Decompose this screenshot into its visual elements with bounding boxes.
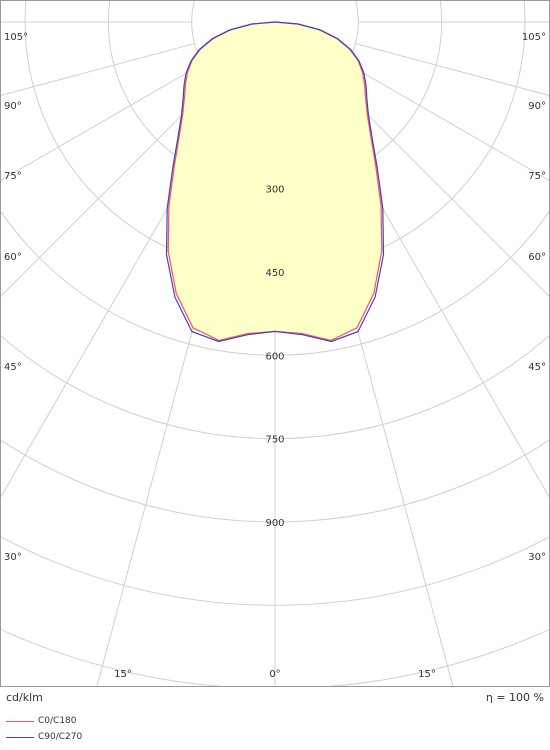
angle-label-left-30: 30° xyxy=(4,552,22,563)
grid-ray-75 xyxy=(355,43,550,97)
intensity-fill xyxy=(168,22,382,341)
angle-label-bottom-left-15: 15° xyxy=(114,669,132,680)
angle-label-right-60: 60° xyxy=(528,252,546,263)
angle-label-right-105: 105° xyxy=(522,32,546,43)
radial-tick-450: 450 xyxy=(265,268,284,279)
legend-swatch-c0 xyxy=(6,720,34,722)
angle-label-right-45: 45° xyxy=(528,362,546,373)
grid-ray--45 xyxy=(0,80,217,298)
legend-item-c0: C0/C180 xyxy=(6,716,77,726)
radial-tick-750: 750 xyxy=(265,435,284,446)
legend-label-c90: C90/C270 xyxy=(38,732,83,742)
unit-label: cd/klm xyxy=(6,691,43,704)
grid-ray--60 xyxy=(0,63,204,182)
angle-label-left-105: 105° xyxy=(4,32,28,43)
angle-label-left-45: 45° xyxy=(4,362,22,373)
intensity-curves xyxy=(165,21,385,343)
legend-item-c90: C90/C270 xyxy=(6,732,82,742)
grid-ray-60 xyxy=(346,63,550,182)
efficiency-label: η = 100 % xyxy=(485,691,544,704)
angle-label-right-90: 90° xyxy=(528,101,546,112)
angle-label-bottom-right-15: 15° xyxy=(418,669,436,680)
grid-ray--75 xyxy=(0,43,195,97)
legend-label-c0: C0/C180 xyxy=(38,716,77,726)
angle-label-left-90: 90° xyxy=(4,101,22,112)
radial-tick-900: 900 xyxy=(265,518,284,529)
series-line-1 xyxy=(165,21,385,343)
radial-tick-600: 600 xyxy=(265,351,284,362)
grid-ray-45 xyxy=(333,80,550,298)
angle-label-left-60: 60° xyxy=(4,252,22,263)
angle-label-bottom-0: 0° xyxy=(269,669,280,680)
angle-label-right-75: 75° xyxy=(528,171,546,182)
angle-label-right-30: 30° xyxy=(528,552,546,563)
angle-label-left-75: 75° xyxy=(4,171,22,182)
legend-swatch-c90 xyxy=(6,736,34,738)
radial-tick-300: 300 xyxy=(265,185,284,196)
